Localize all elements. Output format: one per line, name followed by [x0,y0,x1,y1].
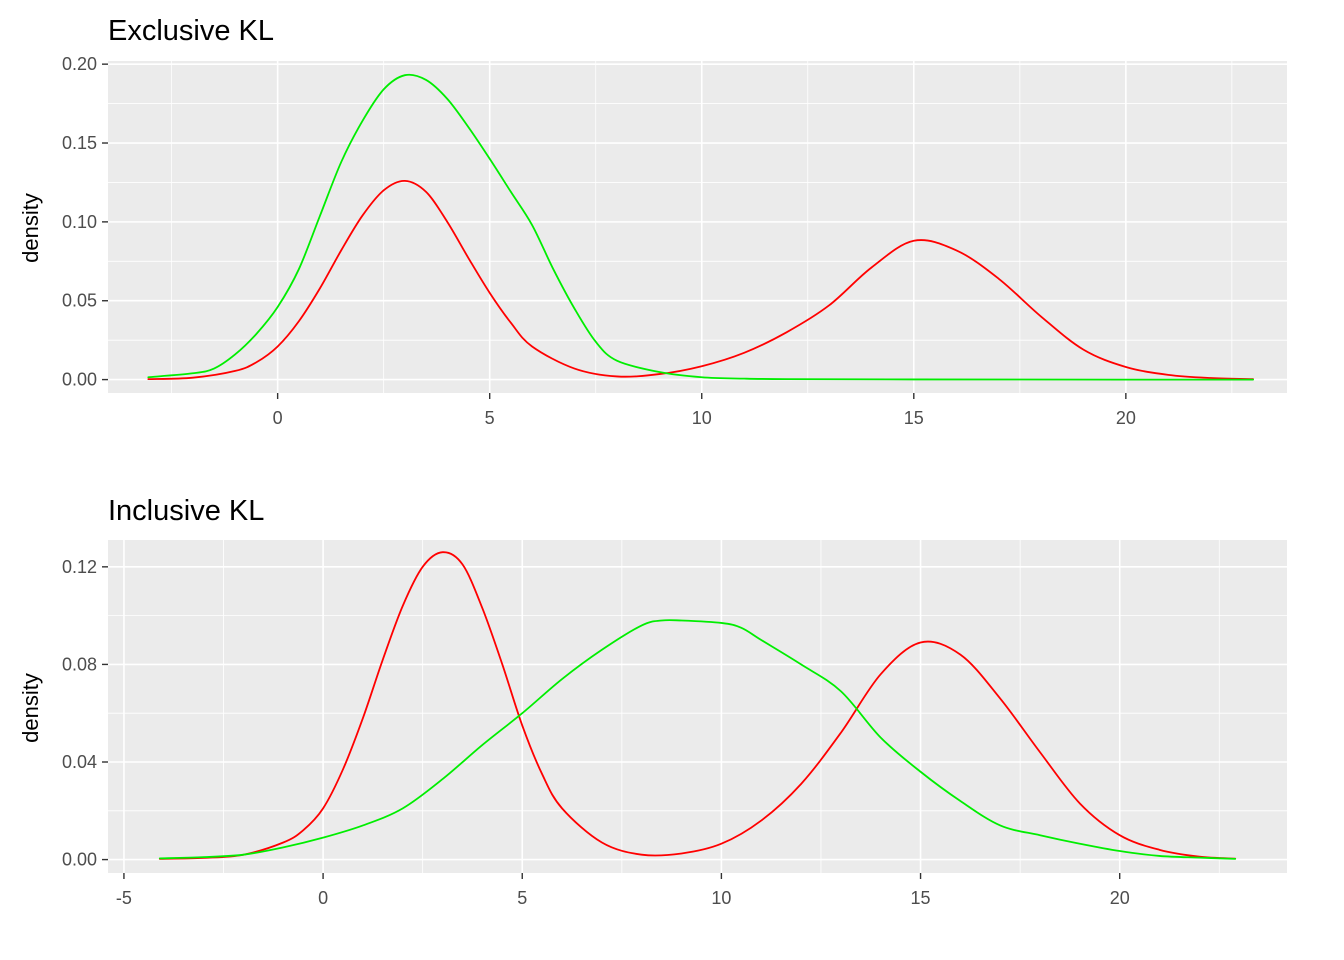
x-tick-label: 10 [692,408,712,428]
x-tick-label: 20 [1110,888,1130,908]
y-axis-label: density [18,673,43,743]
y-tick-label: 0.15 [62,133,97,153]
y-tick-label: 0.20 [62,54,97,74]
inclusive-kl-panel: Inclusive KL density -5 0 5 10 15 20 0.00 0.04 0… [18,495,1287,908]
gridlines [108,540,1287,873]
x-tick-label: 0 [318,888,328,908]
x-tick-label: 5 [517,888,527,908]
y-tick-label: 0.05 [62,291,97,311]
exclusive-kl-panel: Exclusive KL density 0 5 10 15 20 0.00 0.05 0.1… [18,15,1287,428]
y-tick-label: 0.04 [62,752,97,772]
x-tick-label: -5 [116,888,132,908]
y-tick-label: 0.10 [62,212,97,232]
gridlines [108,61,1287,393]
y-tick-label: 0.12 [62,557,97,577]
x-tick-label: 5 [485,408,495,428]
density-line-green [158,619,1237,860]
plot-background [108,61,1287,393]
density-line-red [158,551,1237,860]
plot-background [108,540,1287,873]
x-tick-label: 20 [1116,408,1136,428]
x-tick-label: 15 [911,888,931,908]
x-tick-label: 0 [273,408,283,428]
y-tick-label: 0.00 [62,850,97,870]
y-tick-label: 0.00 [62,370,97,390]
panel-title: Inclusive KL [108,495,264,527]
x-tick-label: 15 [904,408,924,428]
density-line-green [147,73,1254,381]
y-axis-label: density [18,193,43,263]
y-tick-label: 0.08 [62,654,97,674]
density-line-red [147,179,1254,381]
panel-title: Exclusive KL [108,15,274,47]
x-tick-label: 10 [711,888,731,908]
